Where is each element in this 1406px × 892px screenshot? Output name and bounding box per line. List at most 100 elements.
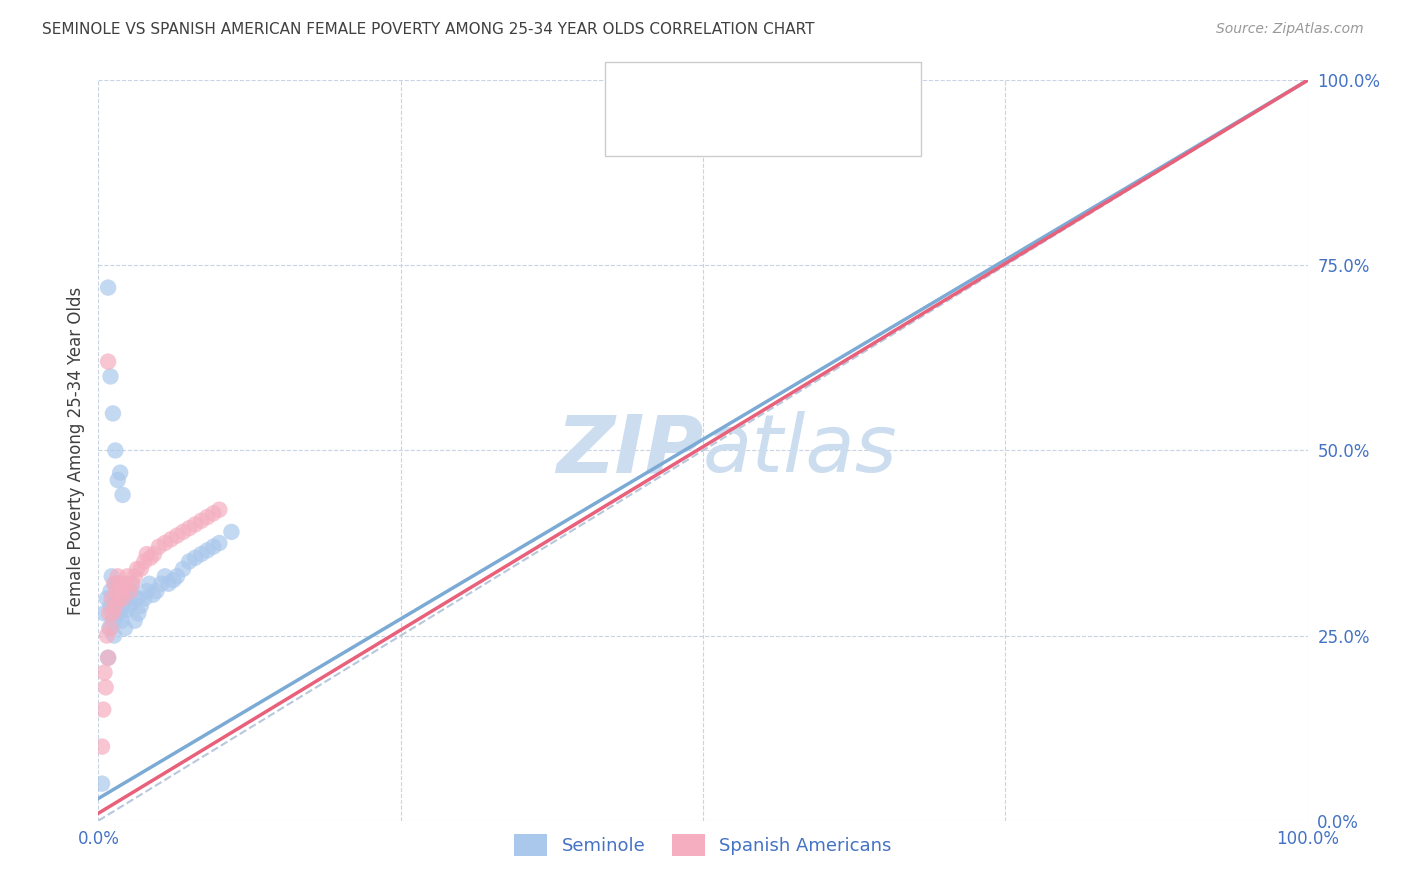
Point <box>104 576 127 591</box>
Point <box>97 280 120 294</box>
Point <box>111 591 134 606</box>
Point <box>117 584 139 599</box>
Point <box>97 354 120 368</box>
Point <box>111 599 134 613</box>
Text: R =: R = <box>665 116 704 134</box>
Point <box>129 562 152 576</box>
Point <box>134 555 156 569</box>
Point <box>100 591 122 606</box>
Point <box>100 599 122 613</box>
Point <box>150 576 173 591</box>
Point <box>110 614 132 628</box>
Point <box>98 607 121 621</box>
Point <box>157 576 180 591</box>
Point <box>139 550 162 565</box>
Point <box>127 562 149 576</box>
Point <box>108 576 131 591</box>
Point <box>101 614 124 628</box>
Point <box>120 584 142 599</box>
Text: Source: ZipAtlas.com: Source: ZipAtlas.com <box>1216 22 1364 37</box>
Point <box>108 607 131 621</box>
Point <box>100 369 122 384</box>
Point <box>103 576 125 591</box>
Point <box>107 569 129 583</box>
Point <box>129 599 152 613</box>
Point <box>143 547 166 561</box>
Point <box>127 607 149 621</box>
Point <box>153 536 176 550</box>
Point <box>104 599 127 613</box>
Point <box>142 588 165 602</box>
Point <box>93 607 115 621</box>
Legend: Seminole, Spanish Americans: Seminole, Spanish Americans <box>508 827 898 863</box>
Point <box>101 607 124 621</box>
Point <box>100 569 122 583</box>
Text: N =: N = <box>755 116 807 134</box>
Point <box>179 555 201 569</box>
Point <box>145 584 167 599</box>
Point <box>105 591 128 606</box>
Text: N =: N = <box>755 80 807 98</box>
Point <box>118 584 141 599</box>
Point <box>97 650 120 665</box>
Point <box>195 543 218 558</box>
Point <box>110 584 132 599</box>
Point <box>138 576 160 591</box>
Point <box>190 514 212 528</box>
Point <box>105 607 128 621</box>
Point <box>190 547 212 561</box>
Point <box>121 576 143 591</box>
Point <box>105 584 128 599</box>
Point <box>121 576 143 591</box>
Text: atlas: atlas <box>703 411 898 490</box>
Point <box>91 739 114 754</box>
Point <box>135 547 157 561</box>
Point <box>160 533 183 547</box>
Point <box>94 681 117 695</box>
Y-axis label: Female Poverty Among 25-34 Year Olds: Female Poverty Among 25-34 Year Olds <box>66 286 84 615</box>
Point <box>172 524 194 539</box>
Point <box>108 576 131 591</box>
Point <box>100 584 122 599</box>
Point <box>208 502 231 516</box>
Point <box>111 488 134 502</box>
Text: 0.675: 0.675 <box>696 116 748 134</box>
Point <box>208 536 231 550</box>
Point <box>96 628 118 642</box>
Point <box>124 614 146 628</box>
Point <box>179 521 201 535</box>
Point <box>100 621 122 635</box>
Point <box>91 703 114 717</box>
Point <box>104 443 127 458</box>
Point <box>93 665 115 680</box>
Point <box>107 599 129 613</box>
Point <box>108 591 131 606</box>
Text: R =: R = <box>665 80 704 98</box>
Point <box>118 599 141 613</box>
Point <box>118 591 141 606</box>
Text: 41: 41 <box>794 116 817 134</box>
Point <box>166 569 188 583</box>
Point <box>96 591 118 606</box>
Point <box>172 562 194 576</box>
Point <box>98 621 121 635</box>
Point <box>108 466 131 480</box>
Point <box>148 540 170 554</box>
Text: 0.380: 0.380 <box>696 80 747 98</box>
Point <box>108 584 131 599</box>
Point <box>135 584 157 599</box>
Point <box>115 602 138 616</box>
Point <box>127 591 149 606</box>
Point <box>91 776 114 791</box>
Point <box>114 576 136 591</box>
Point <box>221 524 243 539</box>
Point <box>97 650 120 665</box>
Text: 49: 49 <box>794 80 817 98</box>
Point <box>124 569 146 583</box>
Point <box>166 528 188 542</box>
Point <box>112 591 135 606</box>
Point <box>202 540 225 554</box>
Point <box>153 569 176 583</box>
Point <box>162 573 184 587</box>
Point <box>202 507 225 521</box>
